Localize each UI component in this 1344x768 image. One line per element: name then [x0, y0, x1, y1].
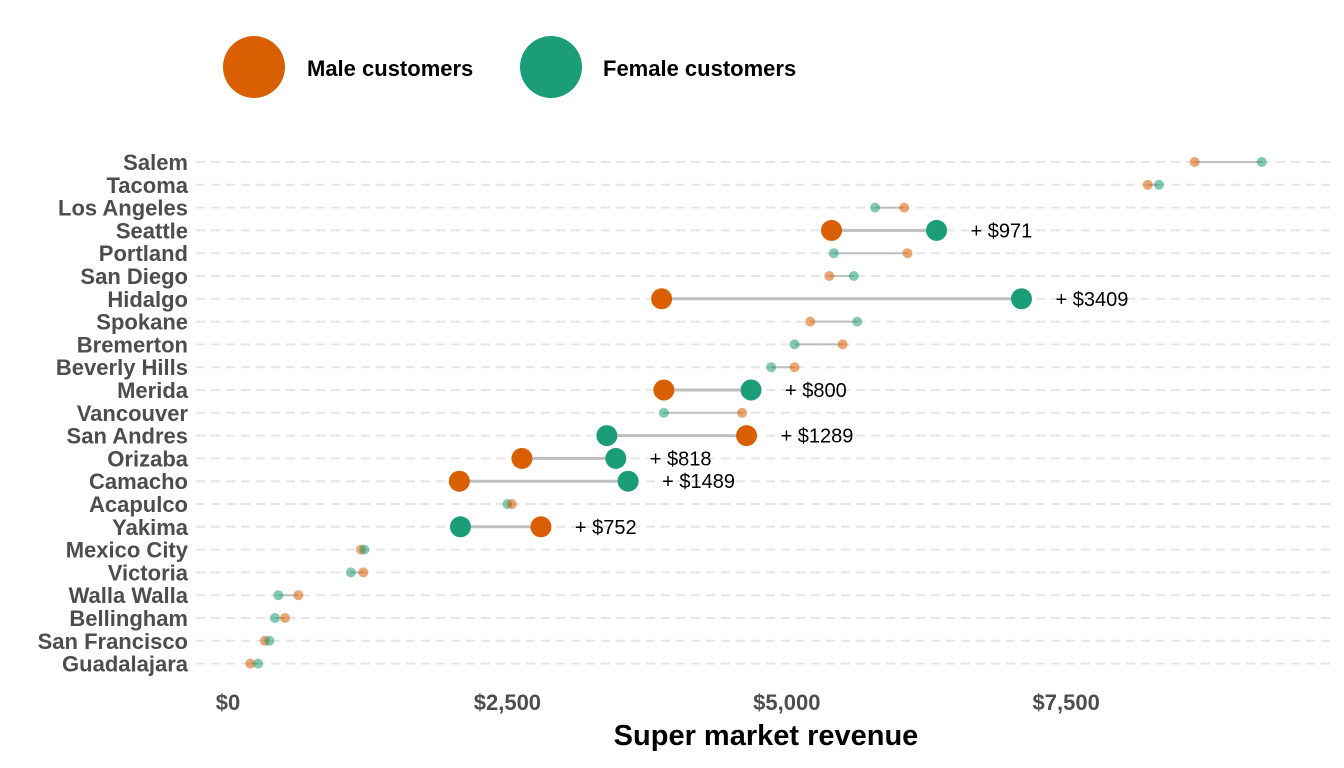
female-point — [273, 590, 284, 601]
x-tick-label: $7,500 — [1033, 690, 1100, 715]
y-tick-label: Orizaba — [107, 446, 188, 471]
male-point — [511, 447, 533, 469]
female-point — [852, 316, 863, 327]
y-tick-label: Merida — [117, 378, 189, 403]
female-point — [596, 425, 618, 447]
legend-female-label: Female customers — [603, 56, 796, 81]
legend-male-marker — [223, 36, 285, 98]
female-point — [1010, 288, 1032, 310]
male-point — [824, 271, 835, 281]
y-tick-label: Salem — [123, 150, 188, 175]
female-point — [605, 447, 627, 469]
y-tick-label: San Francisco — [38, 629, 188, 654]
male-point — [530, 516, 552, 538]
y-tick-label: Bellingham — [69, 606, 188, 631]
male-point — [651, 288, 673, 310]
difference-annotation: + $1489 — [662, 471, 735, 493]
female-point — [766, 362, 777, 373]
female-point — [740, 379, 762, 401]
female-point — [658, 407, 669, 418]
male-point — [279, 613, 290, 623]
male-point — [821, 219, 843, 241]
difference-annotation: + $800 — [785, 380, 847, 402]
y-tick-label: Yakima — [112, 515, 189, 540]
male-point — [1142, 179, 1153, 190]
male-point — [837, 339, 848, 350]
male-point — [805, 316, 816, 327]
difference-annotation: + $3409 — [1055, 289, 1128, 311]
points — [245, 157, 1267, 669]
legend: Male customers Female customers — [223, 36, 796, 98]
x-axis-title: Super market revenue — [614, 720, 919, 752]
difference-annotation: + $971 — [971, 220, 1033, 242]
y-tick-label: Mexico City — [66, 538, 189, 563]
male-point — [448, 470, 470, 492]
male-point — [293, 590, 304, 601]
difference-annotation: + $1289 — [781, 426, 854, 448]
female-point — [828, 248, 839, 259]
female-point — [359, 544, 370, 555]
y-tick-label: Bremerton — [77, 332, 188, 357]
annotations: + $971 + $3409 + $800 + $1289 + $818+ $1489 +… — [575, 220, 1128, 538]
male-point — [899, 202, 910, 213]
female-point — [617, 470, 639, 492]
female-point — [1153, 179, 1164, 190]
y-tick-label: Beverly Hills — [56, 355, 188, 380]
legend-female-marker — [520, 36, 582, 98]
y-tick-label: Acapulco — [89, 492, 188, 517]
male-point — [737, 407, 748, 418]
male-point — [1189, 157, 1200, 167]
y-tick-label: Los Angeles — [58, 196, 188, 221]
x-axis: $0 $2,500 $5,000 $7,500 — [216, 690, 1100, 715]
female-point — [848, 271, 859, 281]
male-point — [902, 248, 913, 259]
x-tick-label: $2,500 — [474, 690, 541, 715]
female-point — [269, 613, 280, 623]
y-tick-label: Tacoma — [106, 173, 188, 198]
female-point — [345, 567, 356, 578]
female-point — [789, 339, 800, 350]
y-tick-label: Hidalgo — [107, 287, 188, 312]
y-tick-label: Seattle — [116, 218, 188, 243]
x-tick-label: $0 — [216, 690, 240, 715]
female-point — [253, 658, 264, 669]
y-tick-label: Camacho — [89, 469, 188, 494]
y-tick-label: Walla Walla — [69, 583, 189, 608]
male-point — [789, 362, 800, 373]
male-point — [506, 499, 517, 509]
y-tick-label: Spokane — [96, 310, 188, 335]
gridlines — [196, 161, 1330, 665]
y-tick-label: San Diego — [80, 264, 188, 289]
legend-male-label: Male customers — [307, 56, 473, 81]
female-point — [449, 516, 471, 538]
x-tick-label: $5,000 — [753, 690, 820, 715]
y-tick-label: Portland — [99, 241, 188, 266]
male-point — [736, 425, 758, 447]
female-point — [870, 202, 881, 213]
y-tick-label: Guadalajara — [62, 652, 189, 677]
male-point — [653, 379, 675, 401]
difference-annotation: + $752 — [575, 517, 637, 539]
difference-annotation: + $818 — [650, 448, 712, 470]
y-tick-label: San Andres — [67, 424, 188, 449]
female-point — [1256, 157, 1267, 167]
female-point — [926, 219, 948, 241]
y-tick-label: Victoria — [108, 560, 189, 585]
male-point — [358, 567, 369, 578]
y-tick-label: Vancouver — [77, 401, 189, 426]
female-point — [264, 635, 275, 646]
male-point — [245, 658, 256, 669]
